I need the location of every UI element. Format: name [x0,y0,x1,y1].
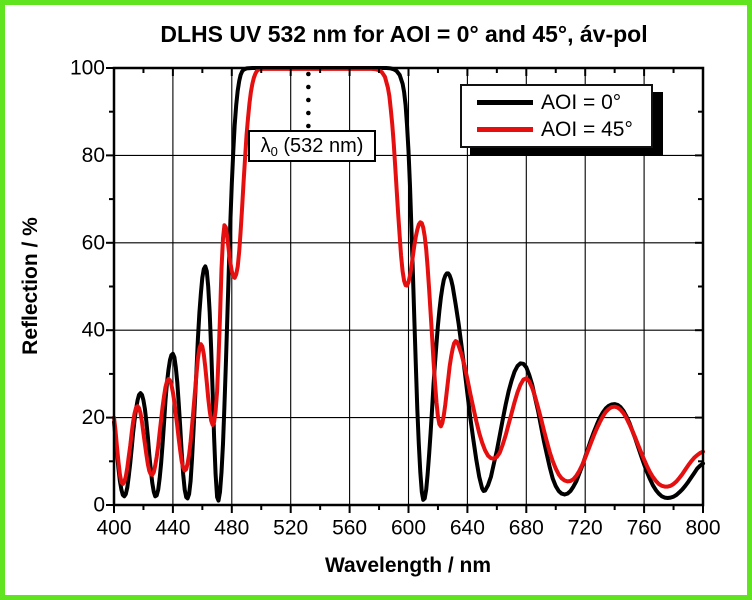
lambda-symbol: λ [260,135,271,157]
y-tick-label: 100 [70,57,105,80]
legend-label-aoi-0: AOI = 0° [541,91,622,114]
y-axis-title: Reflection / % [19,217,42,355]
x-tick-label: 400 [96,517,131,540]
x-tick-label: 800 [685,517,720,540]
marker-dot [306,84,311,90]
x-tick-label: 480 [214,517,249,540]
curve-aoi-45 [112,66,705,489]
x-tick-label: 520 [273,517,308,540]
legend-item-aoi-0: AOI = 0° [477,92,651,113]
x-tick-label: 560 [332,517,367,540]
x-axis-title: Wavelength / nm [325,554,491,577]
annotation-text: (532 nm) [277,135,364,157]
legend-line-aoi-0-swatch [477,100,533,105]
x-tick-label: 720 [568,517,603,540]
lambda-subscript: 0 [270,143,278,159]
marker-dot [306,123,311,129]
legend-item-aoi-45: AOI = 45° [477,119,651,140]
y-tick-labels: 0 20 40 60 80 100 [70,57,105,517]
x-tick-labels: 400 440 480 520 560 600 640 680 720 760 800 [96,517,720,540]
center-wavelength-dotted-line [306,71,311,129]
x-tick-label: 600 [391,517,426,540]
y-tick-label: 0 [93,494,105,517]
curves [112,66,705,503]
legend-label-aoi-45: AOI = 45° [541,118,633,141]
legend: AOI = 0° AOI = 45° [460,84,653,148]
y-tick-label: 20 [82,406,105,429]
y-tick-label: 60 [82,231,105,254]
axis-ticks [106,67,704,513]
x-tick-label: 760 [627,517,662,540]
x-tick-label: 440 [155,517,190,540]
x-tick-label: 680 [509,517,544,540]
chart-title: DLHS UV 532 nm for AOI = 0° and 45°, áv-… [160,21,647,47]
y-tick-label: 80 [82,144,105,167]
legend-line-aoi-45-swatch [477,127,533,132]
y-tick-label: 40 [82,319,105,342]
marker-dot [306,110,311,116]
x-tick-label: 640 [450,517,485,540]
marker-dot [306,97,311,103]
marker-dot [306,71,311,77]
